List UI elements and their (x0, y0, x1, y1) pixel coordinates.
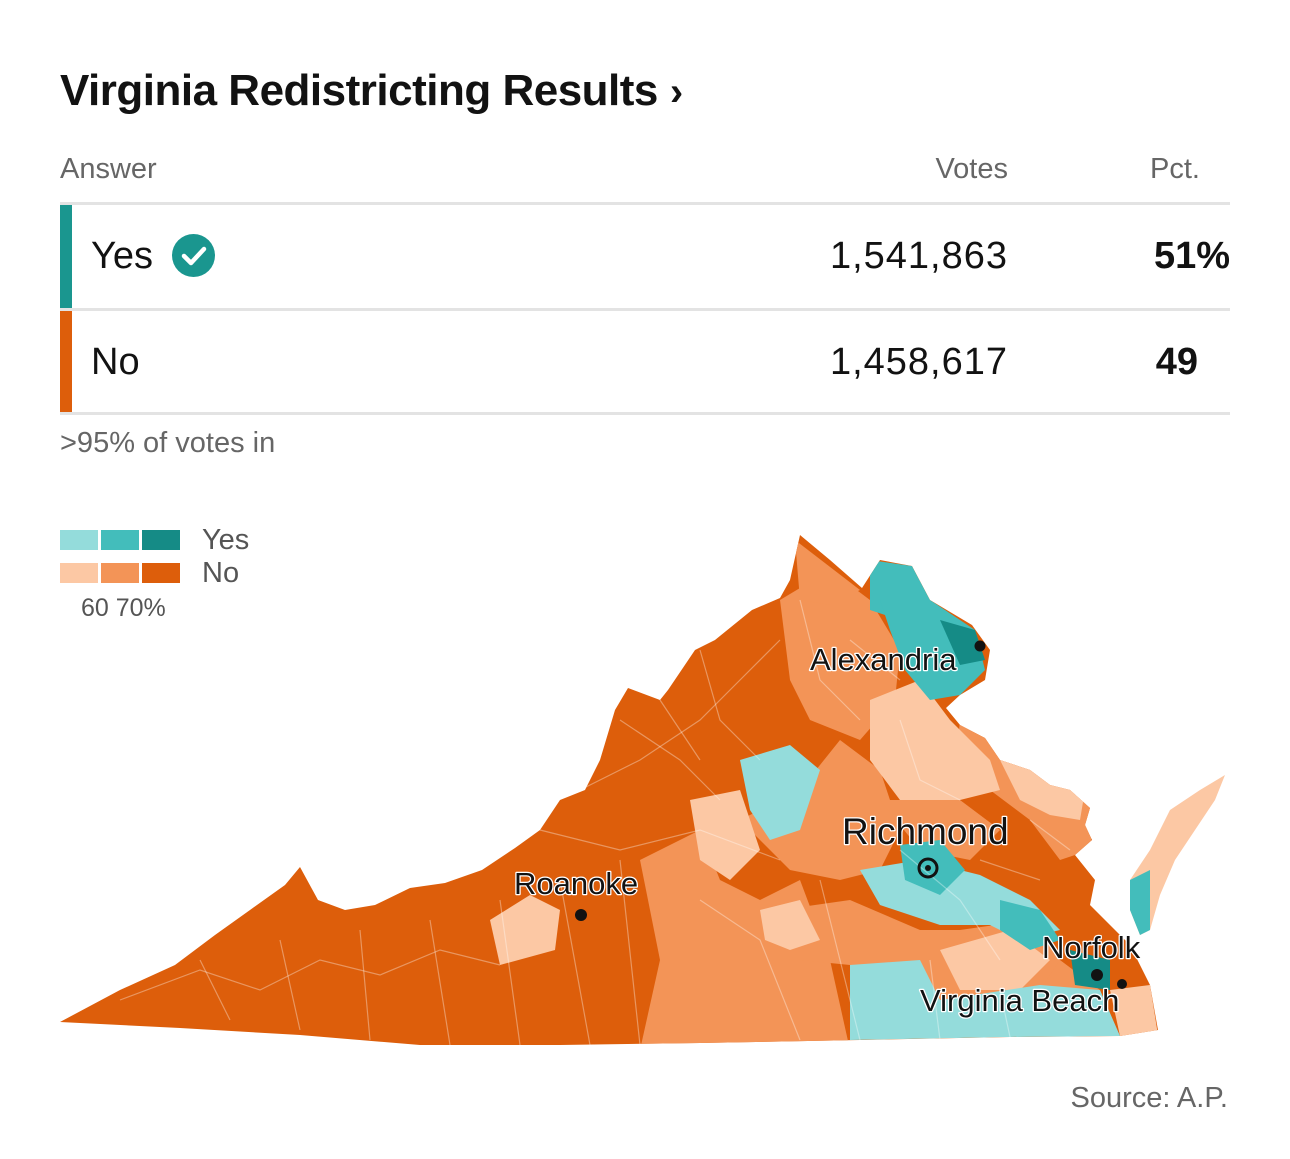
votes-value: 1,541,863 (829, 235, 1008, 277)
region-medium-yes (1000, 900, 1060, 950)
region-medium-no (880, 800, 1000, 860)
region-strong-yes (940, 620, 985, 665)
city-label-alexandria: Alexandria (810, 642, 957, 677)
city-markers (575, 640, 1127, 989)
county-boundaries (119, 599, 1071, 1045)
column-header-votes: Votes (935, 153, 1008, 185)
city-label-virginia-beach: Virginia Beach (920, 983, 1119, 1018)
city-label-roanoke: Roanoke (514, 866, 638, 901)
region-medium-no (780, 570, 900, 740)
region-light-no (760, 900, 820, 950)
answer-label: No (91, 341, 140, 383)
region-eastern-shore-yes (1130, 870, 1150, 935)
reporting-status: >95% of votes in (60, 427, 276, 459)
region-medium-yes (880, 600, 985, 700)
capital-marker-richmond-center (925, 865, 931, 871)
title-text: Virginia Redistricting Results (60, 66, 658, 115)
legend-swatch (101, 530, 139, 550)
city-dot-alexandria (974, 640, 986, 652)
table-divider (60, 412, 1230, 415)
city-dot-roanoke (575, 909, 587, 921)
region-light-no (490, 895, 560, 965)
row-color-bar (60, 205, 72, 308)
region-light-no (870, 680, 1000, 800)
region-light-no (1000, 760, 1085, 820)
legend-label-yes: Yes (202, 524, 250, 556)
pct-value: 51% (1153, 235, 1230, 277)
page-title[interactable]: Virginia Redistricting Results › (60, 66, 683, 116)
pct-value: 49 (1155, 341, 1198, 383)
row-color-bar (60, 311, 72, 414)
answer-label: Yes (91, 235, 153, 277)
region-light-no (1110, 985, 1158, 1036)
legend-scale: 60 70% (81, 594, 166, 622)
city-label-norfolk: Norfolk (1042, 930, 1141, 965)
table-row-yes: Yes 1,541,863 51% (60, 205, 1230, 308)
city-dot-norfolk (1091, 969, 1103, 981)
region-light-no (690, 790, 760, 880)
column-header-answer: Answer (60, 153, 157, 185)
city-label-richmond: Richmond (842, 811, 1009, 852)
legend-swatch (101, 563, 139, 583)
region-eastern-shore (1130, 775, 1225, 935)
source-credit: Source: A.P. (1070, 1082, 1228, 1114)
legend-swatch (60, 563, 98, 583)
region-medium-yes (900, 840, 965, 895)
chevron-right-icon: › (669, 70, 683, 114)
legend-swatch (142, 563, 180, 583)
table-row-no: No 1,458,617 49 (60, 311, 1230, 414)
table-divider (60, 202, 1230, 205)
region-medium-no (795, 540, 860, 605)
map-regions (60, 535, 1158, 1045)
capital-marker-richmond (917, 857, 939, 879)
legend-label-no: No (202, 557, 240, 589)
city-dot-virginia-beach (1117, 979, 1127, 989)
check-circle-icon (172, 234, 215, 277)
votes-value: 1,458,617 (829, 341, 1008, 383)
region-medium-no (640, 830, 850, 1045)
legend-swatch (60, 530, 98, 550)
table-divider (60, 308, 1230, 311)
region-medium-no (740, 740, 900, 880)
region-light-yes (740, 745, 820, 840)
legend-swatch (142, 530, 180, 550)
column-header-pct: Pct. (1150, 153, 1200, 185)
region-light-yes (850, 960, 1120, 1040)
